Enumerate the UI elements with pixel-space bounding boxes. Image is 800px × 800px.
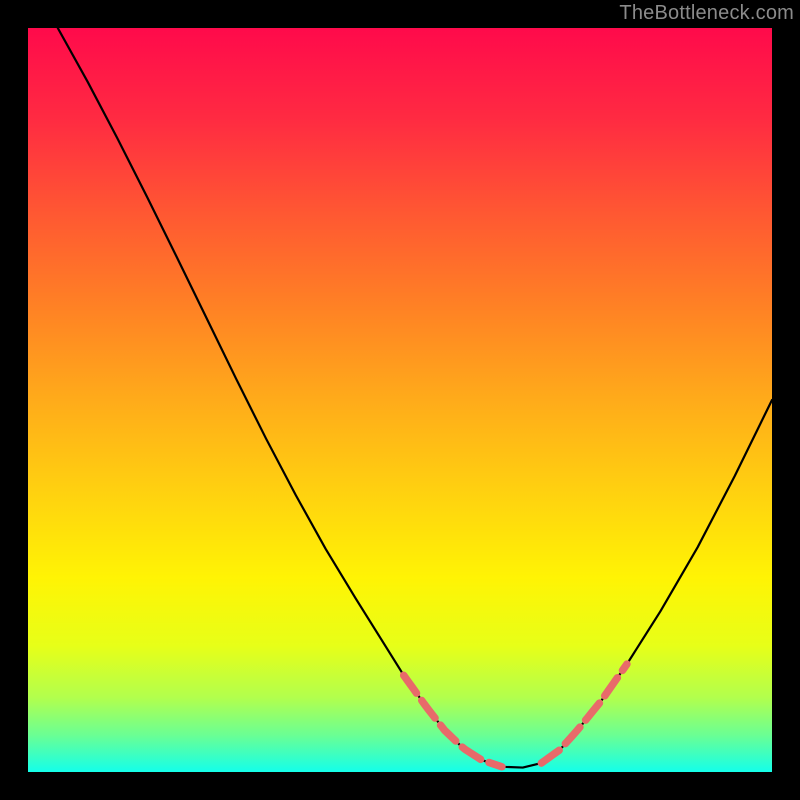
- gradient-background: [28, 28, 772, 772]
- watermark-text: TheBottleneck.com: [619, 2, 794, 25]
- bottleneck-chart: [28, 28, 772, 772]
